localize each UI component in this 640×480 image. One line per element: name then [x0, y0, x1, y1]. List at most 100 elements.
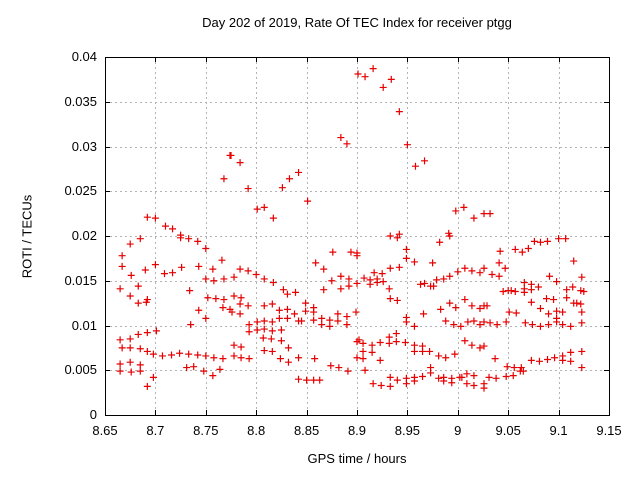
data-point-marker: [511, 287, 519, 295]
data-point-marker: [354, 70, 362, 78]
data-point-marker: [524, 245, 532, 253]
data-point-marker: [387, 75, 395, 83]
data-point-marker: [457, 322, 465, 330]
data-point-marker: [204, 294, 212, 302]
x-axis-label: GPS time / hours: [307, 451, 407, 466]
data-point-marker: [464, 318, 472, 326]
data-point-marker: [451, 350, 459, 358]
data-point-marker: [562, 235, 570, 243]
data-point-marker: [277, 337, 285, 345]
data-point-marker: [236, 159, 244, 167]
data-point-marker: [327, 362, 335, 370]
data-point-marker: [536, 322, 544, 330]
data-point-marker: [326, 316, 334, 324]
data-point-marker: [326, 322, 334, 330]
data-point-marker: [395, 108, 403, 116]
data-point-marker: [559, 356, 567, 364]
data-point-marker: [402, 254, 410, 262]
data-point-marker: [505, 308, 513, 316]
data-point-marker: [386, 264, 394, 272]
data-point-marker: [570, 257, 578, 265]
data-point-marker: [410, 347, 418, 355]
data-point-marker: [298, 317, 306, 325]
data-point-marker: [260, 347, 268, 355]
data-point-marker: [220, 275, 228, 283]
data-point-marker: [463, 370, 471, 378]
y-tick-label: 0.015: [64, 272, 97, 288]
data-point-marker: [183, 364, 191, 372]
data-point-marker: [520, 288, 528, 296]
data-point-marker: [577, 300, 585, 308]
data-point-marker: [543, 295, 551, 303]
data-point-marker: [276, 355, 284, 363]
data-point-marker: [134, 282, 142, 290]
data-point-marker: [527, 298, 535, 306]
data-point-marker: [312, 259, 320, 267]
data-point-marker: [219, 355, 227, 363]
data-point-marker: [410, 258, 418, 266]
data-point-marker: [440, 275, 448, 283]
data-point-marker: [143, 329, 151, 337]
y-tick-label: 0.025: [64, 183, 97, 199]
data-point-marker: [310, 316, 318, 324]
data-point-marker: [352, 308, 360, 316]
data-point-marker: [136, 345, 144, 353]
data-point-marker: [295, 354, 303, 362]
x-tick-label: 9.05: [495, 423, 521, 438]
data-point-marker: [310, 376, 318, 384]
data-point-marker: [168, 351, 176, 359]
data-point-marker: [563, 294, 571, 302]
data-point-marker: [230, 352, 238, 360]
data-point-marker: [468, 267, 476, 275]
data-point-marker: [559, 321, 567, 329]
data-point-marker: [551, 354, 559, 362]
y-tick-label: 0.035: [64, 93, 97, 109]
data-point-marker: [376, 339, 384, 347]
data-point-marker: [421, 157, 429, 165]
data-point-marker: [268, 347, 276, 355]
data-point-marker: [511, 245, 519, 253]
data-point-marker: [116, 367, 124, 375]
data-point-marker: [343, 313, 351, 321]
data-point-marker: [553, 307, 561, 315]
data-point-marker: [230, 292, 238, 300]
data-point-marker: [385, 333, 393, 341]
data-point-marker: [260, 203, 268, 211]
data-point-marker: [136, 235, 144, 243]
data-point-marker: [278, 184, 286, 192]
data-point-marker: [127, 271, 135, 279]
data-point-marker: [269, 279, 277, 287]
data-point-marker: [355, 336, 363, 344]
data-point-marker: [550, 296, 558, 304]
data-point-marker: [410, 341, 418, 349]
data-point-marker: [379, 83, 387, 91]
data-point-marker: [527, 286, 535, 294]
data-point-marker: [279, 286, 287, 294]
data-point-marker: [553, 318, 561, 326]
data-point-marker: [302, 307, 310, 315]
data-point-marker: [151, 214, 159, 222]
data-point-marker: [230, 273, 238, 281]
data-point-marker: [468, 341, 476, 349]
data-point-marker: [244, 302, 252, 310]
data-point-marker: [244, 185, 252, 193]
data-point-marker: [461, 337, 469, 345]
data-point-marker: [452, 207, 460, 215]
data-point-marker: [202, 352, 210, 360]
data-point-marker: [236, 300, 244, 308]
data-point-marker: [520, 279, 528, 287]
x-tick-label: 8.85: [293, 423, 320, 438]
data-point-marker: [320, 265, 328, 273]
data-point-marker: [200, 367, 208, 375]
data-point-marker: [149, 350, 157, 358]
data-point-marker: [345, 275, 353, 283]
data-point-marker: [116, 336, 124, 344]
x-tick-label: 8.75: [193, 423, 219, 438]
data-point-marker: [410, 322, 418, 330]
data-point-marker: [470, 214, 478, 222]
data-point-marker: [402, 380, 410, 388]
data-point-marker: [386, 382, 394, 390]
data-point-marker: [452, 304, 460, 312]
data-point-marker: [463, 380, 471, 388]
data-point-marker: [143, 296, 151, 304]
